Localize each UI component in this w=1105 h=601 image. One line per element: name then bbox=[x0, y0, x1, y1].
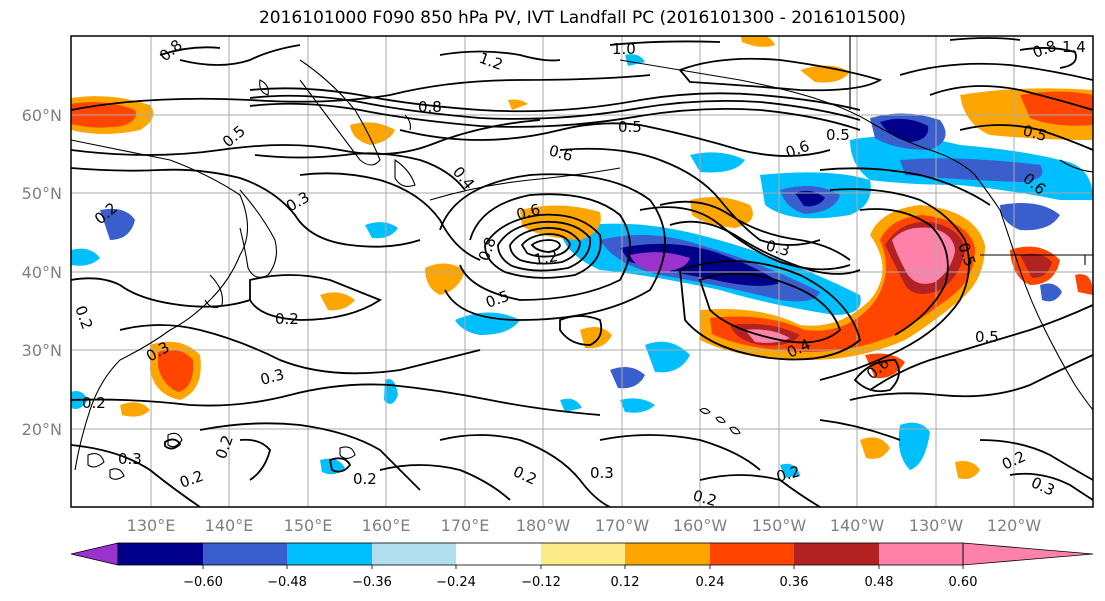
longitude-labels: 130°E 140°E 150°E 160°E 170°E 180°W 170°… bbox=[127, 516, 1042, 535]
lon-label: 140°W bbox=[830, 516, 885, 535]
colorbar-segment bbox=[287, 543, 372, 565]
colorbar: −0.60 −0.48 −0.36 −0.24 −0.12 0.12 0.24 … bbox=[70, 542, 1094, 590]
lon-label: 170°E bbox=[441, 516, 490, 535]
contour-label: 0.3 bbox=[118, 450, 142, 468]
colorbar-segment bbox=[118, 543, 203, 565]
contour-label: 0.3 bbox=[258, 365, 286, 389]
map-frame bbox=[70, 35, 1094, 508]
lon-label: 150°E bbox=[284, 516, 333, 535]
colorbar-extend-min bbox=[70, 542, 119, 566]
colorbar-tick-label: −0.24 bbox=[436, 575, 476, 590]
colorbar-segment bbox=[203, 543, 287, 565]
contour-label: 0.8 bbox=[418, 98, 442, 116]
lon-label: 130°E bbox=[127, 516, 176, 535]
colorbar-segment bbox=[456, 543, 541, 565]
colorbar-segment bbox=[879, 543, 963, 565]
colorbar-tick-label: 0.36 bbox=[780, 575, 809, 590]
contour-label: 0.2 bbox=[82, 394, 106, 412]
contour-label: 0.6 bbox=[547, 141, 575, 165]
colorbar-tick-label: 0.48 bbox=[865, 575, 894, 590]
colorbar-segment bbox=[794, 543, 879, 565]
contour-label: 0.3 bbox=[764, 236, 792, 260]
lon-label: 120°W bbox=[987, 516, 1042, 535]
lon-label: 160°W bbox=[673, 516, 728, 535]
contour-label: 0.3 bbox=[590, 464, 614, 482]
lon-label: 170°W bbox=[595, 516, 650, 535]
colorbar-tick-label: −0.60 bbox=[183, 575, 223, 590]
lon-label: 140°E bbox=[205, 516, 254, 535]
lat-label: 40°N bbox=[22, 263, 62, 282]
contour-label: 1.0 bbox=[612, 40, 636, 58]
lat-label: 60°N bbox=[22, 106, 62, 125]
contour-label: 0.5 bbox=[826, 126, 850, 144]
lat-label: 20°N bbox=[22, 420, 62, 439]
colorbar-tick-label: 0.24 bbox=[696, 575, 725, 590]
colorbar-tick-label: −0.36 bbox=[352, 575, 392, 590]
contour-label: 0.6 bbox=[514, 200, 542, 224]
latitude-labels: 60°N 50°N 40°N 30°N 20°N bbox=[22, 106, 62, 439]
colorbar-segment bbox=[625, 543, 710, 565]
pv-contours bbox=[71, 37, 1093, 507]
colorbar-tick-label: −0.12 bbox=[521, 575, 561, 590]
contour-label: 0.5 bbox=[975, 328, 999, 346]
contour-label: 1.4 bbox=[1062, 38, 1086, 56]
colorbar-tick-label: −0.48 bbox=[267, 575, 307, 590]
contour-label: 0.2 bbox=[275, 310, 299, 328]
lon-label: 160°E bbox=[362, 516, 411, 535]
lat-label: 50°N bbox=[22, 184, 62, 203]
colorbar-segment bbox=[710, 543, 794, 565]
colorbar-segment bbox=[372, 543, 456, 565]
lat-label: 30°N bbox=[22, 341, 62, 360]
colorbar-tick-label: 0.12 bbox=[611, 575, 640, 590]
colorbar-segment bbox=[541, 543, 625, 565]
contour-label: 0.5 bbox=[1021, 121, 1049, 145]
lon-label: 180°W bbox=[516, 516, 571, 535]
figure-title: 2016101000 F090 850 hPa PV, IVT Landfall… bbox=[258, 8, 906, 28]
lon-label: 150°W bbox=[752, 516, 807, 535]
contour-label: 1.2 bbox=[533, 247, 560, 269]
contour-label: 0.2 bbox=[353, 470, 377, 488]
contour-label: 0.5 bbox=[618, 118, 642, 136]
lon-label: 130°W bbox=[909, 516, 964, 535]
colorbar-extend-max bbox=[962, 542, 1094, 566]
contour-label: 0.2 bbox=[774, 462, 802, 486]
colorbar-tick-label: 0.60 bbox=[949, 575, 978, 590]
contour-label: 0.2 bbox=[691, 486, 719, 510]
colorbar-frame bbox=[117, 542, 964, 566]
